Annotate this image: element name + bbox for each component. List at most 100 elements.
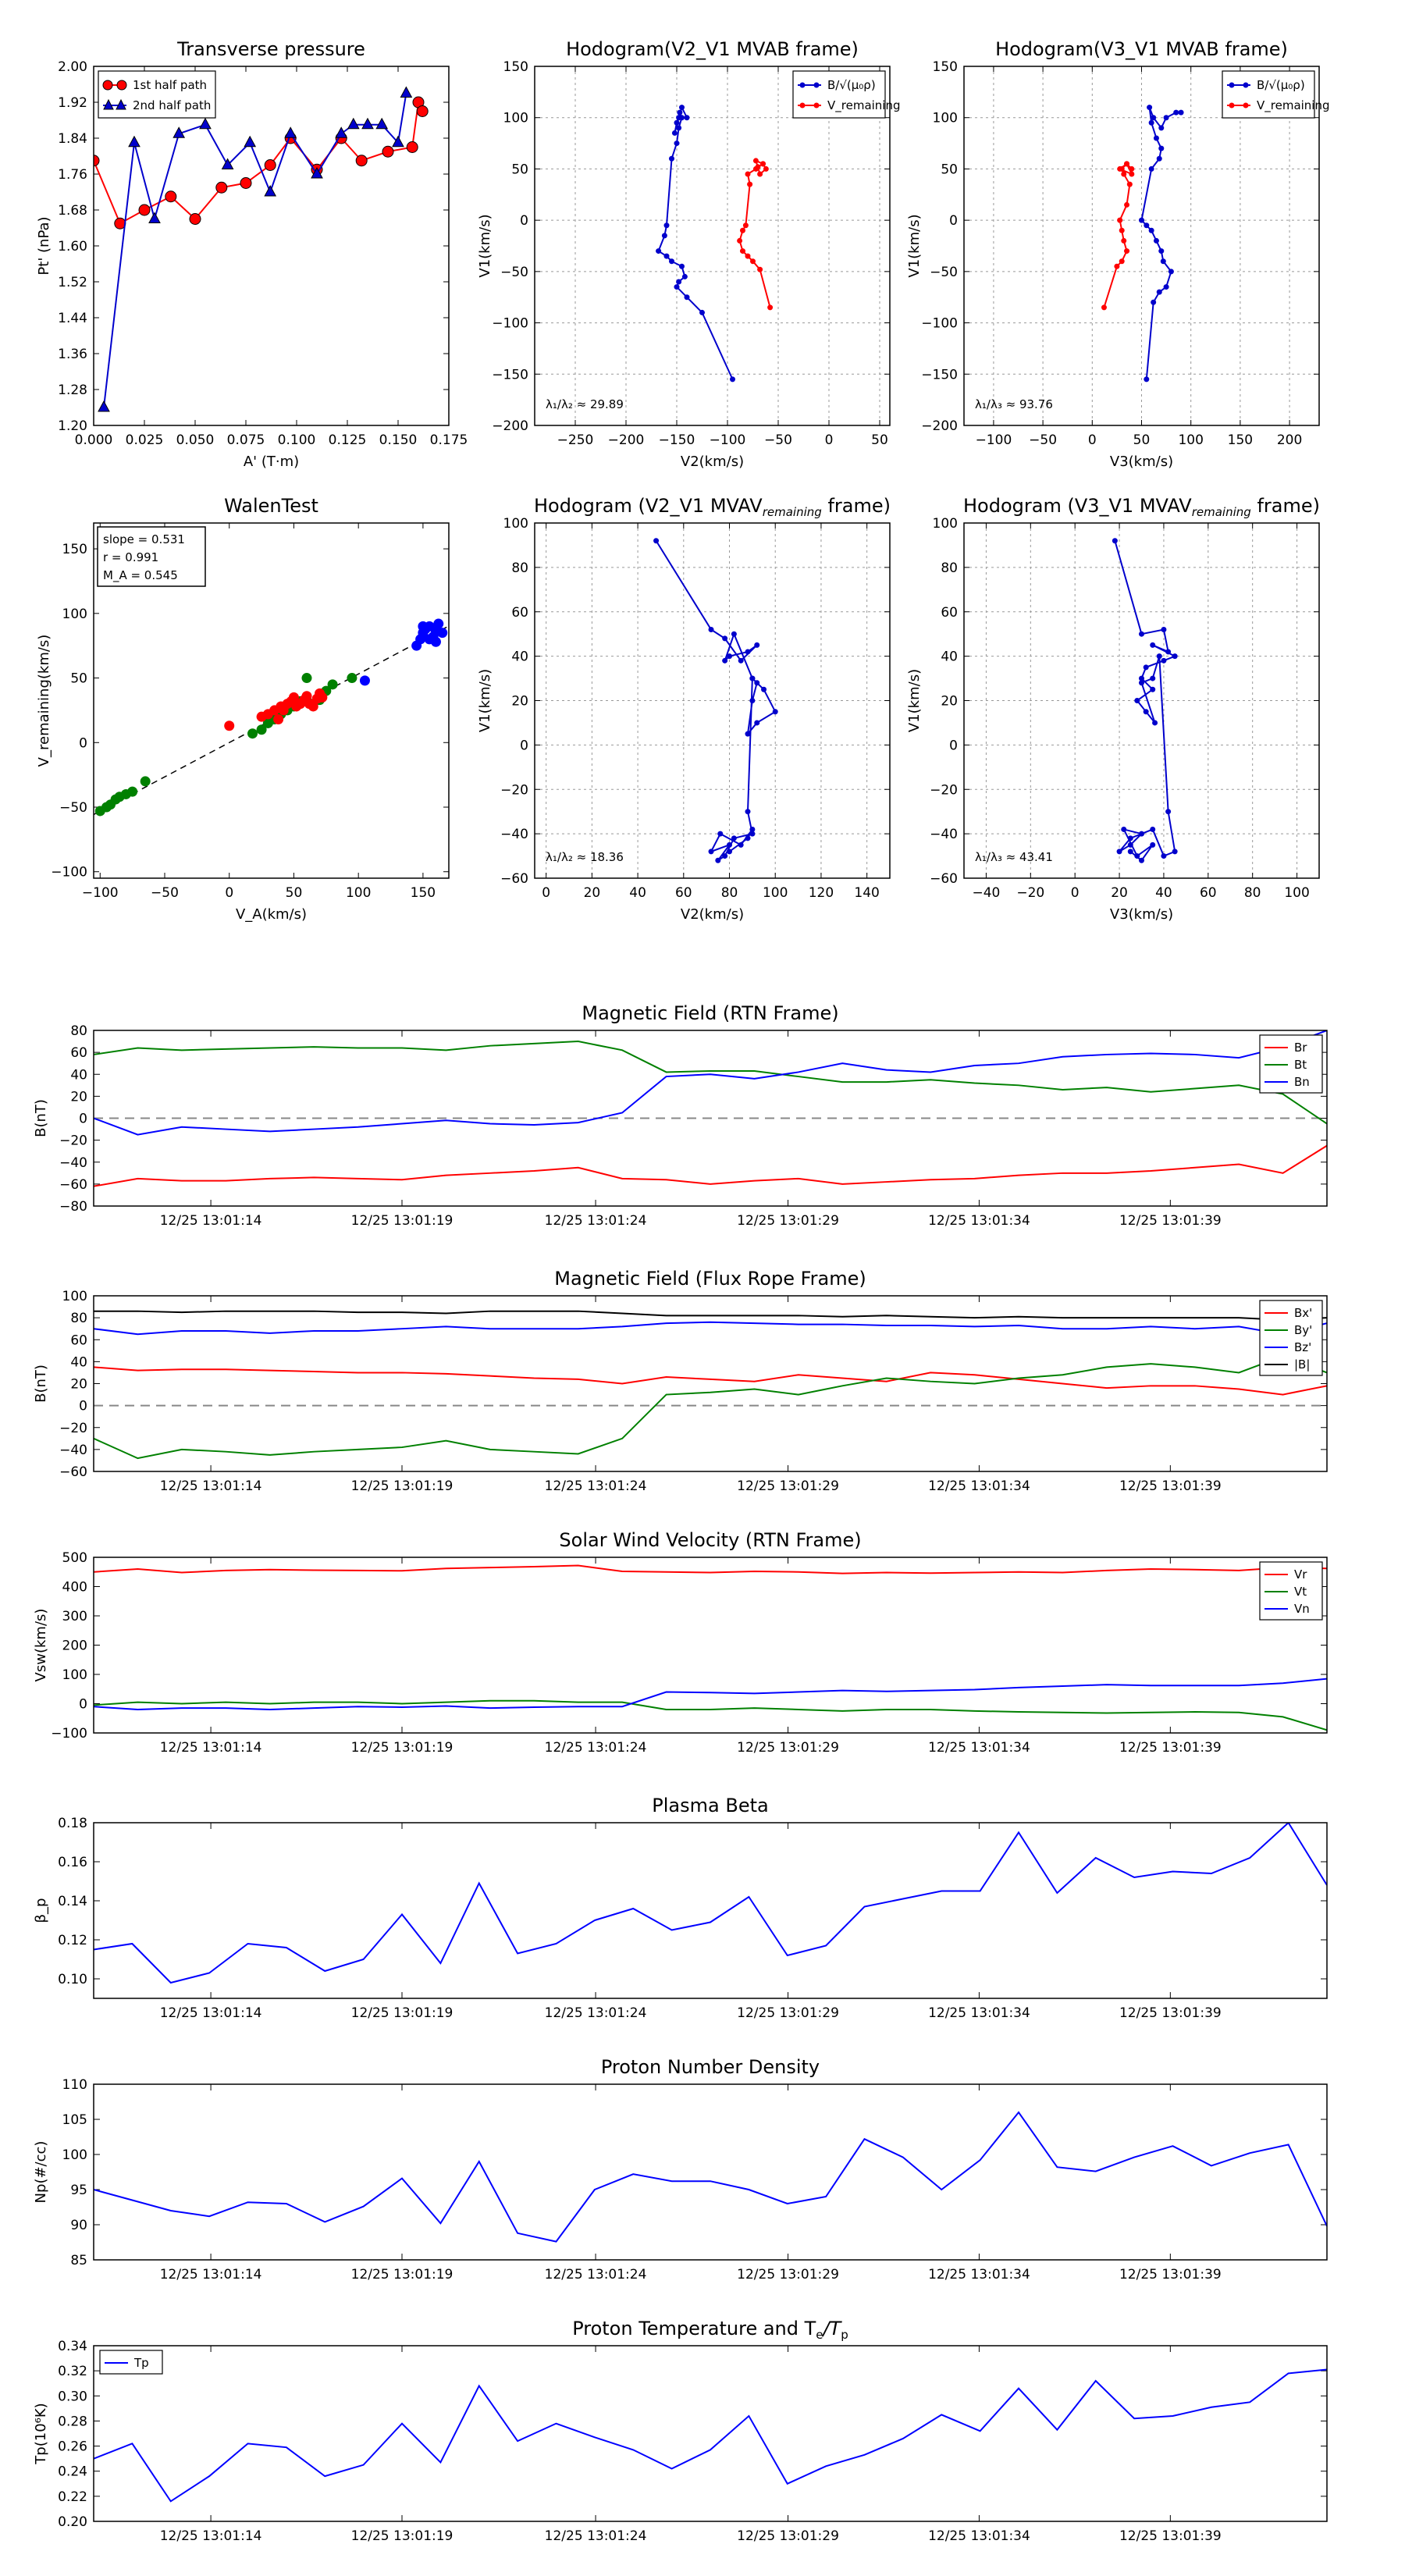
data-point	[1160, 258, 1166, 265]
y-tick-label: 0	[79, 1399, 87, 1414]
legend-marker	[116, 80, 127, 91]
data-point	[731, 631, 737, 637]
chart-title: Hodogram(V2_V1 MVAB frame)	[566, 38, 859, 60]
scatter-point	[424, 634, 435, 645]
series-line-Tp	[94, 2368, 1327, 2503]
time-tick-label: 12/25 13:01:29	[737, 1213, 839, 1229]
y-axis-label: B(nT)	[33, 1364, 49, 1403]
x-tick-label: 120	[809, 885, 834, 901]
y-tick-label: 50	[941, 162, 958, 177]
data-point	[722, 657, 728, 664]
data-point	[722, 853, 728, 859]
x-tick-label: 20	[1111, 885, 1128, 901]
time-tick-label: 12/25 13:01:39	[1119, 2005, 1222, 2021]
data-point	[738, 657, 744, 664]
y-tick-label: 400	[62, 1580, 87, 1596]
legend: B/√(μ₀ρ) V_remaining	[792, 70, 901, 119]
legend-marker	[813, 82, 820, 88]
x-tick-label: 100	[1284, 885, 1309, 901]
time-tick-label: 12/25 13:01:39	[1119, 1478, 1222, 1494]
legend-label: V_remaining	[827, 98, 901, 113]
time-tick-label: 12/25 13:01:34	[928, 1213, 1030, 1229]
legend-marker	[102, 80, 113, 91]
chart-ts_tp: Proton Temperature and Te/Tp 0.20 0.22 0.24…	[33, 2318, 1328, 2544]
data-point	[1152, 720, 1158, 726]
chart-ts_np: Proton Number Density 85 90 95 100 105 110 12/2…	[33, 2056, 1328, 2282]
y-axis-label: V1(km/s)	[477, 669, 493, 732]
data-point	[1158, 248, 1165, 254]
data-point	[1139, 631, 1144, 637]
y-tick-label: 20	[511, 694, 528, 710]
chart-hodo_mvav_v2: Hodogram (V2_V1 MVAVremaining frame) 0 20 4…	[477, 495, 891, 923]
scatter-point	[288, 692, 299, 703]
time-tick-label: 12/25 13:01:39	[1119, 2528, 1222, 2544]
data-point	[761, 686, 767, 692]
chart-hodo_mvab_v3: Hodogram(V3_V1 MVAB frame) −100 −50 0 50 100 1…	[906, 38, 1330, 470]
data-point	[745, 253, 751, 259]
data-point	[1163, 284, 1169, 290]
data-point	[1117, 217, 1123, 223]
x-tick-label: 0.175	[430, 432, 468, 448]
data-point	[1121, 237, 1127, 244]
data-point	[1114, 263, 1120, 269]
y-tick-label: 110	[62, 2077, 87, 2093]
data-point	[1161, 657, 1167, 664]
data-point	[749, 826, 756, 832]
x-tick-label: 0	[542, 885, 550, 901]
data-point	[760, 161, 766, 167]
time-tick-label: 12/25 13:01:34	[928, 2267, 1030, 2282]
y-tick-label: −60	[500, 871, 528, 887]
time-tick-label: 12/25 13:01:14	[160, 1213, 262, 1229]
data-point-triangle	[335, 126, 348, 138]
plot-area	[94, 1030, 1327, 1187]
chart-title: Magnetic Field (RTN Frame)	[582, 1002, 838, 1024]
x-tick-label: −100	[710, 432, 746, 448]
y-tick-label: −100	[492, 316, 528, 332]
x-tick-label: 0.125	[329, 432, 367, 448]
data-point-triangle	[128, 135, 140, 148]
plot-frame	[93, 2345, 1328, 2522]
scatter-point	[224, 720, 235, 731]
data-point-triangle	[98, 400, 110, 412]
data-point	[1144, 222, 1150, 229]
time-tick-label: 12/25 13:01:14	[160, 1478, 262, 1494]
scatter-point	[256, 724, 267, 735]
y-tick-label: 20	[70, 1377, 87, 1393]
plot-frame	[93, 66, 450, 426]
data-point-circle	[264, 159, 276, 171]
y-tick-label: 20	[70, 1089, 87, 1105]
series-line-1	[1103, 162, 1133, 308]
scatter-point	[418, 621, 429, 632]
plot-area	[94, 2111, 1327, 2243]
y-tick-label: 0	[949, 738, 958, 753]
y-tick-label: 1.36	[58, 347, 87, 362]
x-tick-label: −20	[1016, 885, 1044, 901]
scatter-point	[327, 679, 338, 690]
legend: Br Bt Bn	[1259, 1034, 1323, 1094]
data-point	[1165, 649, 1172, 655]
time-tick-label: 12/25 13:01:14	[160, 2005, 262, 2021]
data-point	[754, 680, 760, 686]
data-point-circle	[189, 213, 201, 225]
series-line-0	[657, 105, 734, 380]
chart-title: Solar Wind Velocity (RTN Frame)	[559, 1529, 861, 1551]
stats-slope: slope = 0.531	[103, 532, 185, 546]
y-tick-label: −60	[59, 1177, 87, 1193]
data-point	[737, 237, 743, 244]
y-tick-label: 0	[79, 1697, 87, 1713]
legend-marker	[1229, 82, 1235, 88]
data-point	[757, 266, 763, 272]
time-tick-label: 12/25 13:01:29	[737, 2528, 839, 2544]
y-tick-label: 20	[941, 694, 958, 710]
y-tick-label: 150	[503, 59, 528, 75]
data-point	[1156, 155, 1162, 162]
time-tick-label: 12/25 13:01:24	[545, 2267, 647, 2282]
data-point	[1173, 109, 1179, 116]
x-tick-label: −40	[972, 885, 1000, 901]
time-tick-label: 12/25 13:01:34	[928, 2005, 1030, 2021]
x-tick-label: 0.100	[278, 432, 316, 448]
legend-label: Vn	[1294, 1602, 1310, 1616]
x-axis-label: V3(km/s)	[1110, 454, 1173, 470]
x-tick-label: −100	[82, 885, 119, 901]
data-point-triangle	[148, 212, 161, 223]
